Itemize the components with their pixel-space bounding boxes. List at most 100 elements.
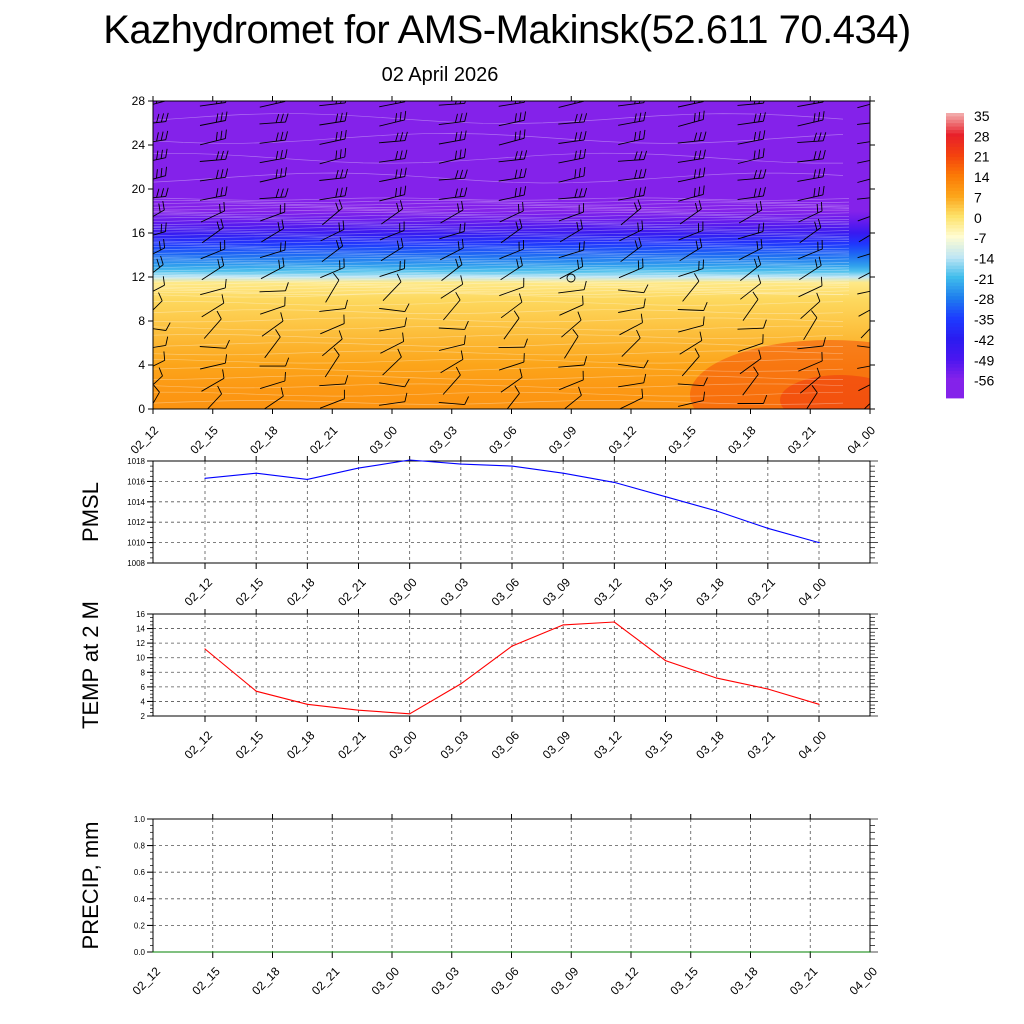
pmsl-x-tick-label: 03_15 <box>642 575 676 609</box>
y-tick-label-heatmap: 16 <box>132 226 146 240</box>
wind-barb-flag <box>874 189 876 198</box>
y-tick-label-heatmap: 4 <box>138 358 145 372</box>
pmsl-data-point <box>307 479 308 480</box>
colorbar-cell <box>946 147 964 151</box>
wind-barb-flag <box>874 114 876 123</box>
temp-y-axis-label: TEMP at 2 M <box>78 601 103 729</box>
y-tick-label-heatmap: 24 <box>132 138 146 152</box>
colorbar-cell <box>946 113 964 117</box>
colorbar-cell <box>946 337 964 341</box>
colorbar-cell <box>946 211 964 215</box>
pmsl-y-tick-label: 1012 <box>127 518 145 527</box>
colorbar-cell <box>946 286 964 290</box>
colorbar-cell <box>946 381 964 385</box>
temp-y-tick-label: 6 <box>141 683 146 692</box>
wind-barb-flag <box>878 243 879 252</box>
temp-x-tick-label: 03_21 <box>744 728 778 762</box>
colorbar-cell <box>946 395 964 399</box>
colorbar-cell <box>946 327 964 331</box>
wind-barb-flag <box>883 113 885 122</box>
colorbar-cell <box>946 171 964 175</box>
colorbar-cell <box>946 347 964 351</box>
colorbar-cell <box>946 320 964 324</box>
pmsl-frame <box>153 461 870 563</box>
pmsl-data-point <box>256 473 257 474</box>
pmsl-x-tick-label: 04_00 <box>796 575 830 609</box>
precip-x-tick-label: 03_12 <box>608 964 642 998</box>
x-tick-label-heatmap: 03_06 <box>486 423 520 457</box>
colorbar-cell <box>946 357 964 361</box>
colorbar-cell <box>946 127 964 131</box>
temp-x-tick-label: 02_18 <box>284 728 318 762</box>
pmsl-data-point <box>818 542 819 543</box>
colorbar-cell <box>946 245 964 249</box>
temp-x-tick-label: 03_09 <box>540 728 574 762</box>
temp-frame <box>153 614 870 716</box>
colorbar-cell <box>946 269 964 273</box>
colorbar-cell <box>946 157 964 161</box>
colorbar-cell <box>946 181 964 185</box>
pmsl-data-point <box>716 510 717 511</box>
colorbar-cell <box>946 201 964 205</box>
wind-barb-flag <box>883 92 884 101</box>
colorbar-cell <box>946 235 964 239</box>
colorbar-cell <box>946 232 964 236</box>
pmsl-x-tick-label: 02_18 <box>284 575 318 609</box>
wind-barb-flag <box>874 169 875 178</box>
colorbar-cell <box>946 228 964 232</box>
temp-data-point <box>307 704 308 705</box>
precip-x-tick-label: 03_18 <box>727 964 761 998</box>
y-tick-label-heatmap: 20 <box>132 182 146 196</box>
wind-barb-flag <box>878 168 879 177</box>
wind-barb-flag <box>821 202 822 211</box>
colorbar-cell <box>946 354 964 358</box>
precip-x-tick-label: 02_15 <box>189 964 223 998</box>
colorbar-cell <box>946 137 964 141</box>
precip-y-axis-label: PRECIP, mm <box>78 822 103 950</box>
colorbar-cell <box>946 120 964 124</box>
colorbar-cell <box>946 361 964 365</box>
colorbar-cell <box>946 276 964 280</box>
wind-barb-flag <box>878 132 880 141</box>
colorbar-cell <box>946 259 964 263</box>
pmsl-data-point <box>204 478 205 479</box>
precip-data-point <box>451 951 452 952</box>
colorbar-cell <box>946 374 964 378</box>
colorbar-cell <box>946 194 964 198</box>
wind-barb-flag <box>405 93 407 102</box>
wind-barb-flag <box>579 243 580 252</box>
temp-data-point <box>614 621 615 622</box>
wind-barb-flag <box>875 311 879 319</box>
temp-x-tick-label: 04_00 <box>796 728 830 762</box>
colorbar-cell <box>946 177 964 181</box>
temp-data-point <box>409 713 410 714</box>
colorbar-cell <box>946 188 964 192</box>
precip-data-point <box>332 951 333 952</box>
precip-y-tick-label: 0.8 <box>134 842 146 851</box>
colorbar-cell <box>946 174 964 178</box>
warm-region <box>690 340 970 450</box>
temp-x-tick-label: 02_15 <box>233 728 267 762</box>
wind-barb-flag <box>821 277 822 286</box>
colorbar-label: -14 <box>974 251 994 267</box>
x-tick-label-heatmap: 02_21 <box>307 423 341 457</box>
precip-data-point <box>391 951 392 952</box>
pmsl-y-tick-label: 1018 <box>127 457 145 466</box>
wind-barb-flag <box>704 93 705 102</box>
warm-core <box>780 375 900 425</box>
precip-y-tick-label: 1.0 <box>134 815 146 824</box>
temp-x-tick-label: 03_12 <box>591 728 625 762</box>
colorbar-cell <box>946 391 964 395</box>
colorbar-cell <box>946 266 964 270</box>
temp-x-tick-label: 03_00 <box>386 728 420 762</box>
colorbar-cell <box>946 133 964 137</box>
precip-data-point <box>869 951 870 952</box>
wind-barb-flag <box>166 92 167 101</box>
colorbar-label: 0 <box>974 210 982 226</box>
precip-x-tick-label: 02_21 <box>309 964 343 998</box>
pmsl-data-point <box>563 473 564 474</box>
pmsl-x-tick-label: 03_09 <box>540 575 574 609</box>
temp-data-point <box>767 688 768 689</box>
x-tick-label-heatmap: 03_18 <box>725 423 759 457</box>
colorbar-cell <box>946 184 964 188</box>
